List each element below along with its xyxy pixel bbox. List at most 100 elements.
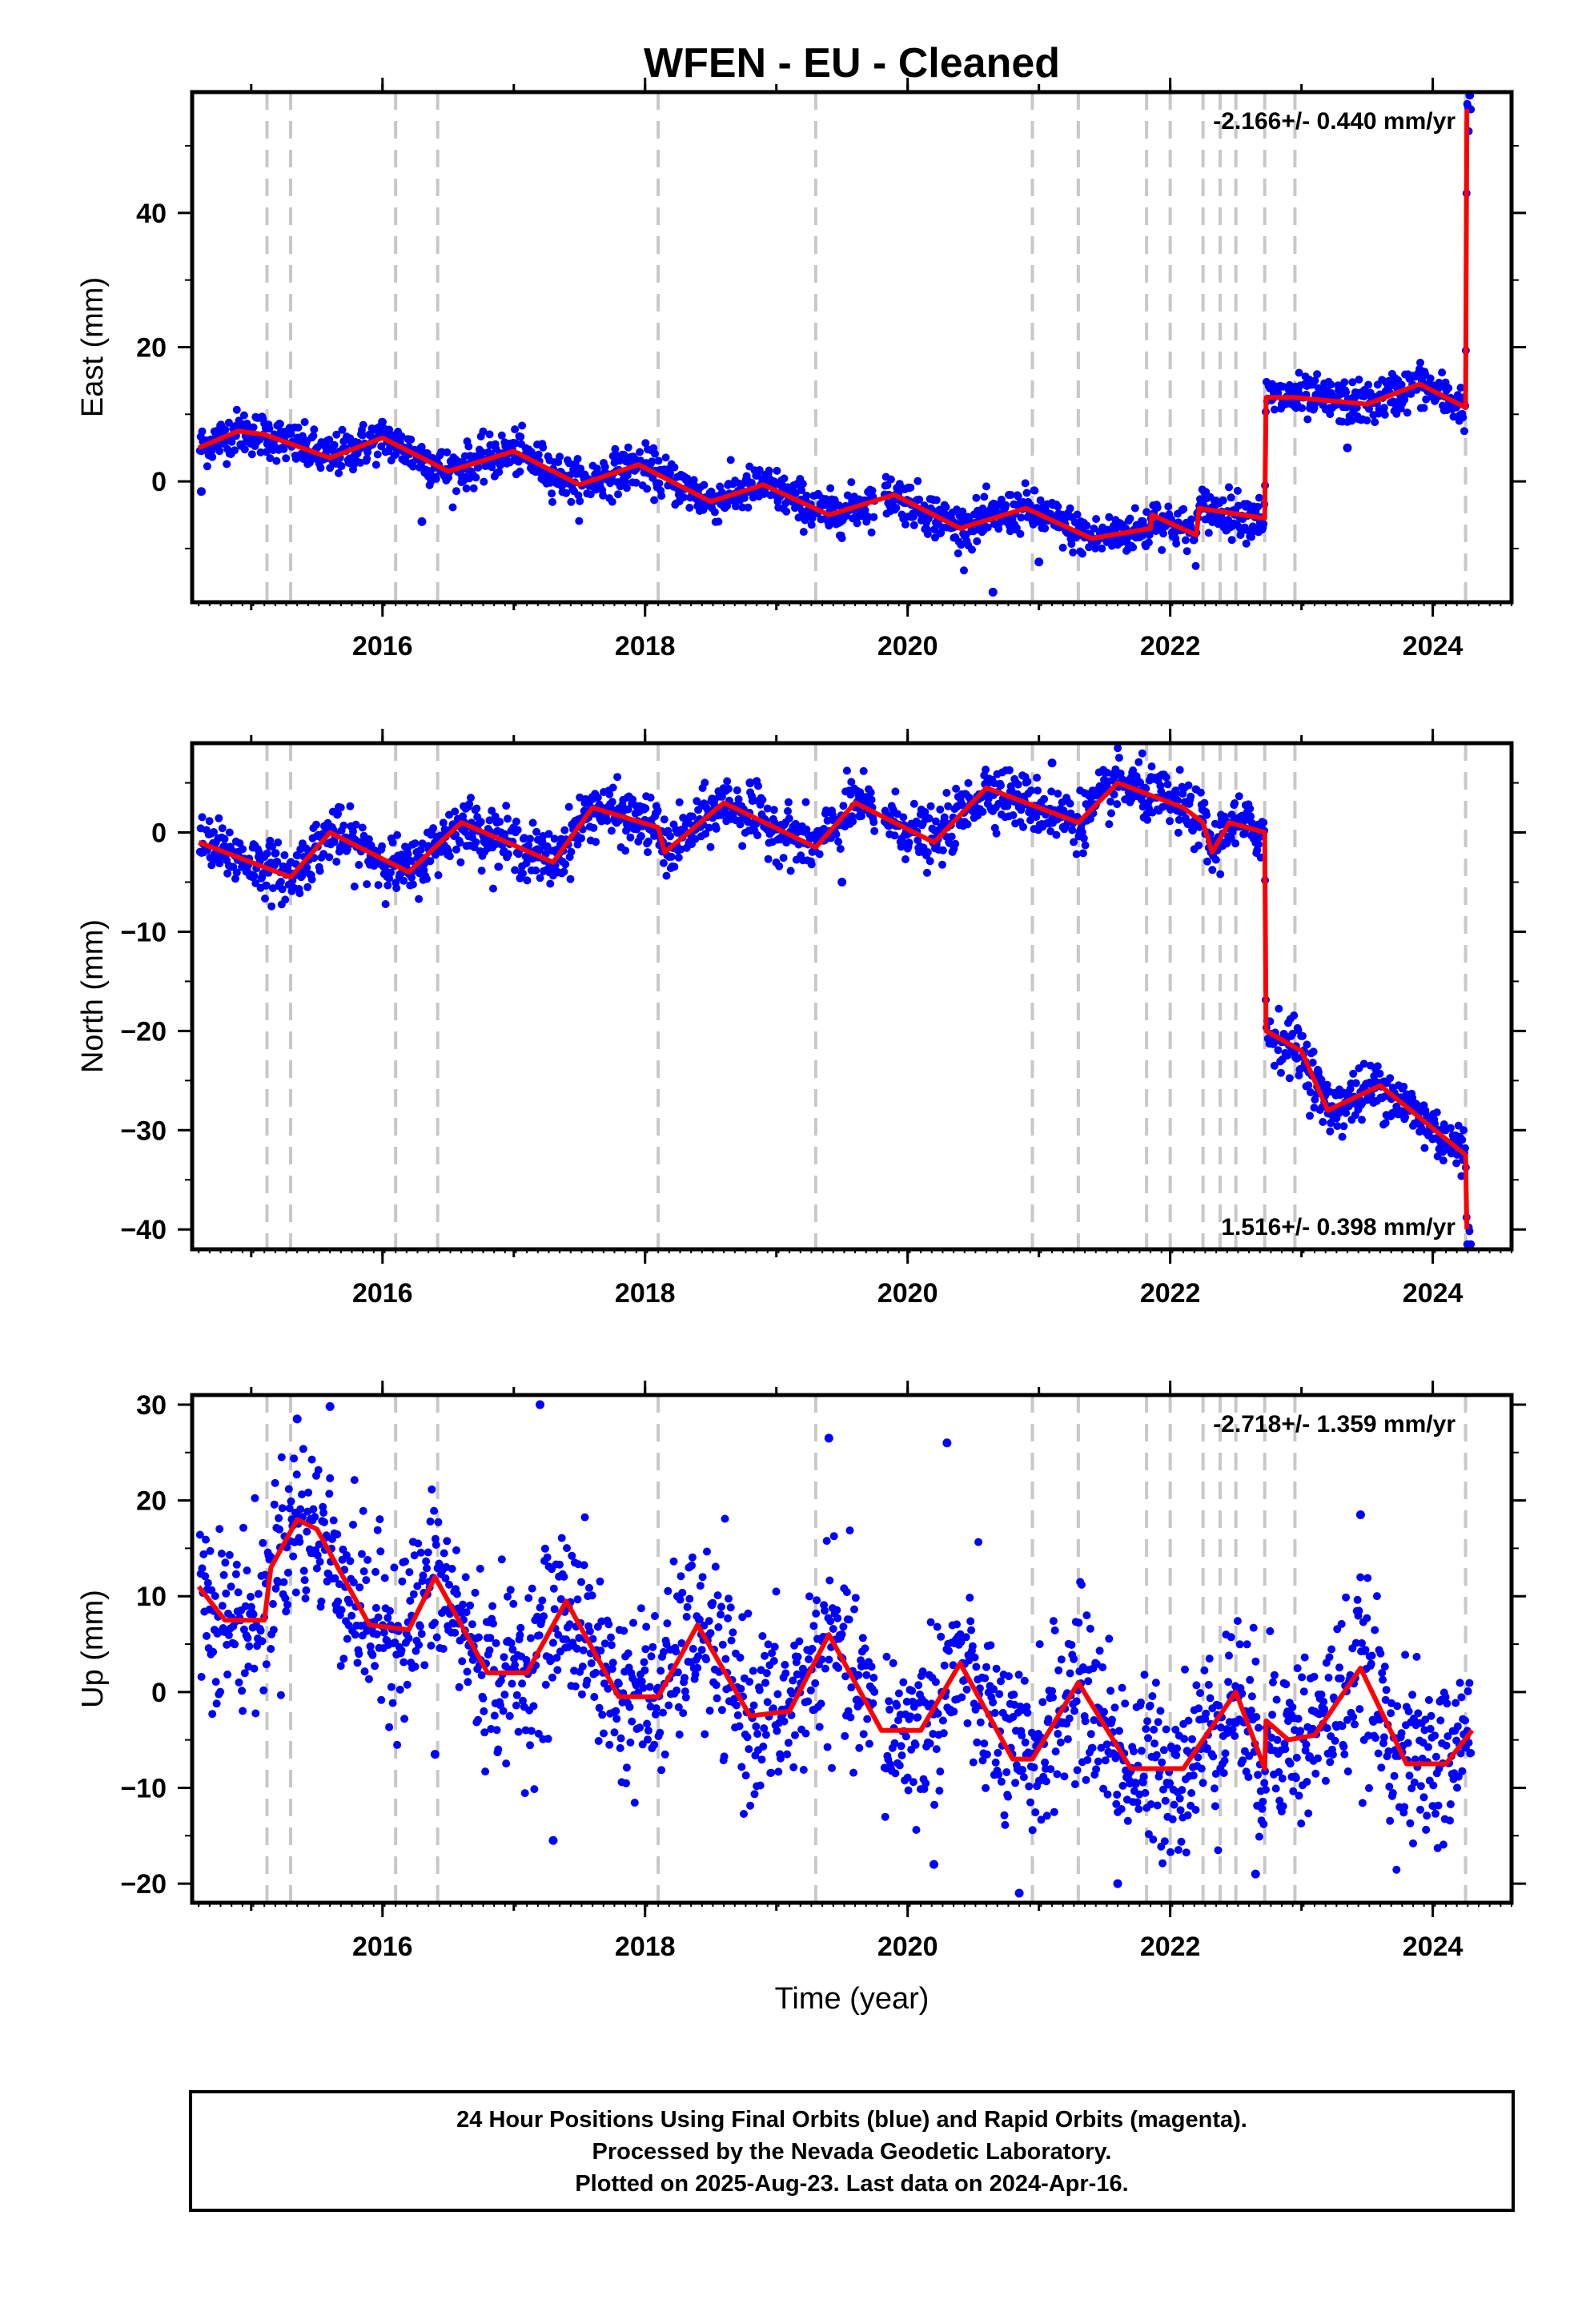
data-point xyxy=(1363,416,1371,424)
data-point xyxy=(282,1607,291,1616)
data-point xyxy=(416,1622,424,1630)
data-point xyxy=(670,862,679,871)
data-point xyxy=(568,1551,576,1560)
data-point xyxy=(1082,521,1091,530)
data-point xyxy=(573,1595,582,1604)
data-point xyxy=(1458,1136,1467,1144)
data-point xyxy=(1326,1127,1335,1136)
data-point xyxy=(962,1685,971,1694)
data-point xyxy=(509,1599,518,1608)
data-point xyxy=(203,1578,212,1587)
data-point xyxy=(376,1547,385,1556)
data-point xyxy=(283,1568,292,1577)
data-point xyxy=(548,1638,557,1647)
data-point xyxy=(983,523,992,532)
data-point xyxy=(371,1603,380,1612)
data-point xyxy=(833,1614,842,1622)
data-point xyxy=(452,1590,461,1598)
data-point xyxy=(926,802,935,810)
east-rate-label: -2.166+/- 0.440 mm/yr xyxy=(1213,108,1456,135)
data-point xyxy=(431,1618,439,1627)
data-point xyxy=(644,848,652,857)
data-point xyxy=(821,1664,829,1673)
data-point xyxy=(620,1626,628,1635)
data-point xyxy=(474,463,483,472)
data-point xyxy=(769,1657,778,1665)
data-point xyxy=(655,479,664,488)
data-point xyxy=(497,1555,506,1564)
data-point xyxy=(469,484,478,493)
data-point xyxy=(1303,415,1312,424)
data-point xyxy=(746,1801,755,1810)
data-point xyxy=(548,497,556,506)
data-point xyxy=(461,1573,470,1582)
data-point xyxy=(577,834,585,842)
data-point xyxy=(432,1633,441,1642)
data-point xyxy=(397,432,406,440)
data-point xyxy=(526,1741,534,1750)
data-point xyxy=(626,1738,635,1747)
data-point xyxy=(1191,561,1200,570)
data-point xyxy=(825,1655,833,1664)
data-point xyxy=(681,1674,689,1683)
data-point xyxy=(813,1596,821,1605)
data-point xyxy=(212,1699,221,1708)
data-point xyxy=(251,1494,259,1502)
data-point xyxy=(773,1690,782,1699)
data-point xyxy=(839,802,848,810)
data-point xyxy=(1129,543,1138,552)
data-point xyxy=(231,446,239,455)
data-point xyxy=(724,1614,733,1622)
data-point xyxy=(307,1455,316,1464)
data-point xyxy=(261,895,269,903)
data-point xyxy=(964,778,973,787)
data-point xyxy=(735,1722,744,1731)
data-point xyxy=(685,1594,694,1603)
data-point xyxy=(532,866,540,875)
data-point xyxy=(1016,529,1025,538)
data-point xyxy=(227,1582,235,1591)
data-point xyxy=(954,549,962,557)
data-point xyxy=(1147,762,1156,771)
data-point xyxy=(923,868,931,877)
data-point xyxy=(963,820,972,829)
data-point xyxy=(557,1534,566,1542)
data-point xyxy=(480,1707,488,1715)
data-point xyxy=(478,448,487,456)
data-point xyxy=(713,1694,721,1703)
data-point xyxy=(1163,780,1172,789)
data-point xyxy=(1034,786,1042,795)
data-point xyxy=(729,1628,737,1637)
data-point xyxy=(381,900,390,908)
data-point xyxy=(404,1634,413,1642)
data-point xyxy=(1174,828,1182,837)
data-point xyxy=(1006,491,1015,499)
data-point xyxy=(560,1572,568,1581)
data-point xyxy=(400,1658,408,1667)
data-point xyxy=(743,1733,752,1742)
data-point xyxy=(1058,543,1067,552)
data-point xyxy=(680,493,689,501)
data-point xyxy=(423,875,431,883)
data-point xyxy=(795,1637,804,1646)
data-point xyxy=(1166,817,1174,826)
data-point xyxy=(1019,822,1027,831)
data-point xyxy=(613,773,622,782)
data-point xyxy=(259,1538,267,1547)
x-tick-label: 2024 xyxy=(1403,1278,1464,1309)
data-point xyxy=(1438,368,1447,377)
data-point xyxy=(334,1597,343,1606)
data-point xyxy=(588,1591,596,1600)
data-point xyxy=(218,824,227,833)
data-point xyxy=(1162,773,1170,782)
data-point xyxy=(761,1731,770,1739)
data-point xyxy=(701,1730,709,1739)
data-point xyxy=(474,1715,483,1724)
data-point xyxy=(822,1537,831,1546)
data-point xyxy=(700,480,709,489)
data-point xyxy=(923,848,932,857)
data-point xyxy=(648,1642,657,1651)
data-point xyxy=(937,1632,946,1641)
data-point xyxy=(231,1640,239,1649)
data-point xyxy=(656,1667,665,1675)
